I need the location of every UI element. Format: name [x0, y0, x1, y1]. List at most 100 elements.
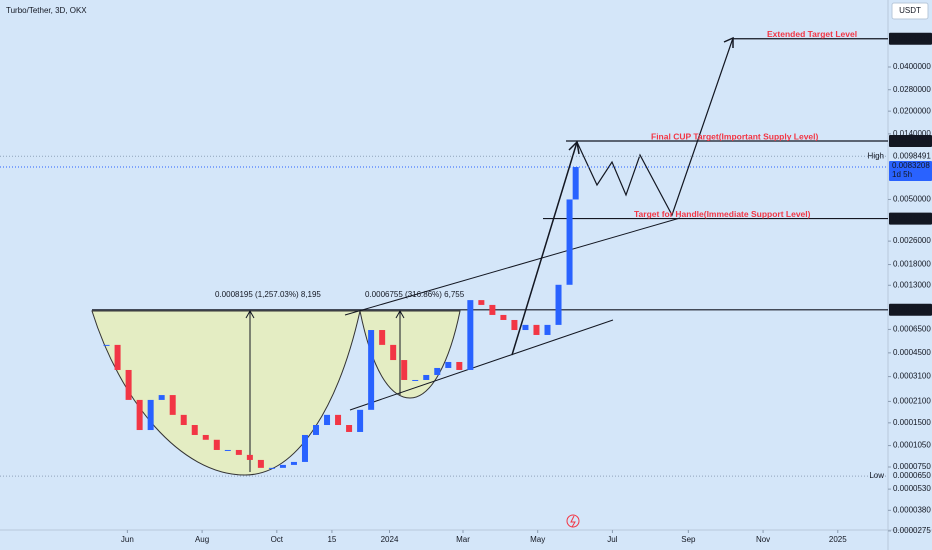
measure-label: 0.0008195 (1,257.03%) 8,195	[215, 290, 321, 299]
currency: USDT	[899, 6, 921, 15]
x-tick-label: Sep	[681, 535, 696, 544]
x-tick-label: Jun	[121, 535, 134, 544]
projection-arrow-head	[723, 36, 734, 48]
candle	[346, 425, 353, 432]
candle	[202, 434, 209, 440]
level-text: Extended Target Level	[767, 29, 857, 39]
projection-path	[576, 37, 734, 217]
candle	[180, 414, 187, 426]
candle	[257, 459, 264, 468]
y-tick-label: 0.0018000	[893, 260, 931, 269]
candle	[313, 425, 320, 435]
y-tick-label: 0.0000380	[893, 505, 931, 514]
high-tag: High	[868, 151, 884, 160]
y-tick-label: 0.0000750	[893, 462, 931, 471]
projection-arrow	[511, 141, 578, 356]
candle	[213, 439, 220, 450]
candle	[301, 434, 308, 462]
candle	[456, 361, 463, 370]
candle	[522, 324, 529, 331]
y-tick-label: 0.0400000	[893, 62, 931, 71]
y-tick-label: 0.0050000	[893, 195, 931, 204]
candle	[224, 449, 231, 451]
candle	[235, 449, 242, 455]
x-tick-label: Jul	[607, 535, 617, 544]
x-tick-label: 15	[327, 535, 336, 544]
x-tick-label: 2024	[381, 535, 399, 544]
chart-title: Turbo/Tether, 3D, OKX	[6, 6, 87, 15]
y-tick-label: 0.0280000	[893, 85, 931, 94]
candle	[324, 414, 331, 426]
candle	[390, 344, 397, 361]
candle	[379, 330, 386, 345]
last-price: 0.0083208	[892, 161, 930, 170]
level-price-box	[889, 32, 932, 45]
level-text: Target for Handle(Immediate Support Leve…	[634, 209, 811, 219]
candle	[478, 300, 485, 305]
x-tick-label: 2025	[829, 535, 847, 544]
candle	[500, 314, 507, 320]
y-tick-label: 0.0003100	[893, 372, 931, 381]
last-price-box	[889, 161, 932, 182]
level-price-box	[889, 135, 932, 148]
x-tick-label: Nov	[756, 535, 770, 544]
drawings	[91, 36, 734, 476]
level-price-box	[889, 212, 932, 225]
low-tag: Low	[869, 471, 884, 480]
y-tick-label: 0.0013000	[893, 280, 931, 289]
level-price: 0.0125116	[892, 136, 930, 145]
candle	[246, 454, 253, 460]
measure-arrow-head	[245, 309, 255, 319]
candle	[136, 399, 143, 431]
candle	[335, 414, 342, 426]
candle	[103, 344, 110, 346]
y-tick-label: 0.0026000	[893, 236, 931, 245]
x-tick-label: Mar	[456, 535, 470, 544]
candle	[290, 461, 297, 465]
y-tick-label: 0.0002100	[893, 397, 931, 406]
countdown: 1d 5h	[892, 170, 912, 179]
y-tick-label: 0.0000275	[893, 526, 931, 535]
candle	[467, 300, 474, 370]
candle	[445, 361, 452, 368]
candle	[147, 399, 154, 431]
candle	[279, 464, 286, 468]
candle	[434, 367, 441, 375]
y-tick-label: 0.0001050	[893, 441, 931, 450]
candle	[544, 324, 551, 335]
channel-lower	[349, 319, 614, 411]
level-price: 0.0008847	[892, 305, 930, 314]
candle	[533, 324, 540, 335]
measure-arrow-head	[395, 309, 405, 319]
y-tick-label: 0.0200000	[893, 106, 931, 115]
candle	[191, 425, 198, 435]
event-icon-bolt	[570, 515, 576, 528]
channel-upper	[344, 217, 681, 316]
candle	[423, 374, 430, 380]
x-tick-label: Oct	[271, 535, 284, 544]
candle	[412, 379, 419, 381]
y-tick-label: 0.0000530	[893, 484, 931, 493]
candle	[511, 319, 518, 331]
measure-label: 0.0006755 (316.86%) 6,755	[365, 290, 465, 299]
candle	[489, 304, 496, 315]
candle	[555, 284, 562, 325]
low-price: 0.0000650	[893, 471, 931, 480]
candle	[158, 395, 165, 400]
candle	[357, 409, 364, 432]
y-tick-label: 0.0006500	[893, 325, 931, 334]
y-tick-label: 0.0140000	[893, 129, 931, 138]
x-tick-label: May	[530, 535, 545, 544]
y-tick-label: 0.0004500	[893, 348, 931, 357]
candle	[125, 369, 132, 400]
high-price: 0.0098491	[893, 151, 931, 160]
currency-box	[891, 2, 929, 20]
x-tick-label: Aug	[195, 535, 209, 544]
candle	[268, 467, 275, 469]
candle	[169, 395, 176, 415]
candle	[368, 330, 375, 410]
level-text: Final CUP Target(Important Supply Level)	[651, 131, 819, 141]
y-tick-label: 0.0001500	[893, 418, 931, 427]
candle	[114, 344, 121, 370]
